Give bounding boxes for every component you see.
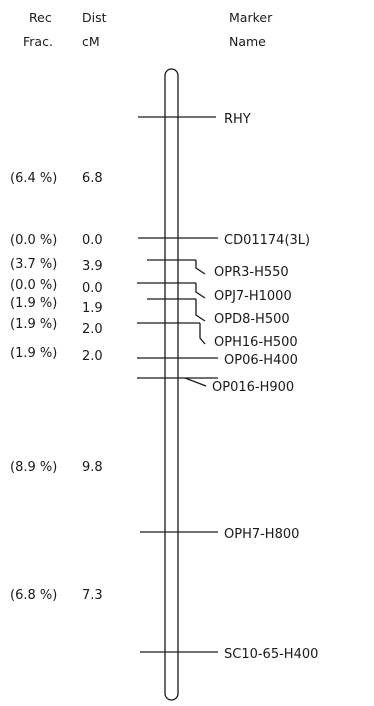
dist-cm-value: 9.8 — [82, 460, 103, 475]
marker-connector-opr3-h550 — [195, 260, 206, 275]
rec-frac-value: (6.4 %) — [10, 171, 57, 186]
dist-header-line2: cM — [82, 34, 100, 49]
marker-connector-opd8-h500 — [195, 299, 206, 322]
rec-frac-value: (8.9 %) — [10, 460, 57, 475]
dist-cm-value: 2.0 — [82, 349, 103, 364]
marker-label-opd8-h500: OPD8-H500 — [214, 312, 290, 327]
marker-label-oph7-h800: OPH7-H800 — [224, 527, 299, 542]
marker-label-opr3-h550: OPR3-H550 — [214, 265, 289, 280]
marker-connectors — [184, 260, 207, 387]
rec-frac-value: (0.0 %) — [10, 278, 57, 293]
dist-cm-value: 2.0 — [82, 322, 103, 337]
rec-frac-value: (3.7 %) — [10, 257, 57, 272]
dist-cm-value: 1.9 — [82, 301, 103, 316]
marker-label-cd01174-3l: CD01174(3L) — [224, 233, 310, 248]
rec-frac-value: (6.8 %) — [10, 588, 57, 603]
marker-connector-op016-h900 — [184, 377, 207, 387]
marker-name-header-line2: Name — [229, 34, 266, 49]
rec-frac-value: (1.9 %) — [10, 296, 57, 311]
marker-label-opj7-h1000: OPJ7-H1000 — [214, 289, 292, 304]
marker-ticks — [137, 116, 218, 653]
dist-cm-value: 6.8 — [82, 171, 103, 186]
dist-cm-value: 7.3 — [82, 588, 103, 603]
marker-connector-opj7-h1000 — [195, 283, 206, 299]
dist-cm-value: 3.9 — [82, 259, 103, 274]
marker-connector-oph16-h500 — [199, 323, 206, 345]
dist-cm-value: 0.0 — [82, 233, 103, 248]
rec-frac-value: (1.9 %) — [10, 317, 57, 332]
rec-frac-value: (1.9 %) — [10, 346, 57, 361]
rec-frac-header-line2: Frac. — [23, 34, 53, 49]
marker-label-rhy: RHY — [224, 112, 251, 127]
marker-label-op016-h900: OP016-H900 — [212, 380, 294, 395]
column-headers: Rec Frac. Dist cM Marker Name — [23, 10, 273, 49]
marker-label-oph16-h500: OPH16-H500 — [214, 335, 298, 350]
marker-label-op06-h400: OP06-H400 — [224, 353, 298, 368]
dist-cm-value: 0.0 — [82, 281, 103, 296]
chromosome-bar — [164, 68, 179, 701]
marker-label-sc10-65-h400: SC10-65-H400 — [224, 647, 318, 662]
dist-header-line1: Dist — [82, 10, 107, 25]
rec-frac-value: (0.0 %) — [10, 233, 57, 248]
marker-labels: RHY CD01174(3L) OPR3-H550 OPJ7-H1000 OPD8-H5… — [212, 112, 318, 662]
marker-name-header-line1: Marker — [229, 10, 273, 25]
interval-labels: (6.4 %) 6.8 (0.0 %) 0.0 (3.7 %) 3.9 (0.0 %) 0.0… — [10, 171, 103, 603]
rec-frac-header-line1: Rec — [29, 10, 52, 25]
